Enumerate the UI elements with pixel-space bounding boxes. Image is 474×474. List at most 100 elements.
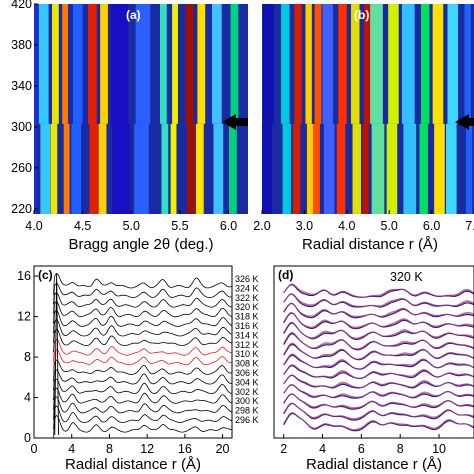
heatmap-band	[110, 4, 129, 124]
y-tick-label: 8	[24, 350, 31, 364]
heatmap-band	[87, 4, 97, 124]
x-tick-label: 6.0	[220, 219, 237, 233]
fit-curve	[283, 353, 474, 370]
y-tick-label: 0	[24, 431, 31, 445]
temperature-label: 296 K	[235, 415, 259, 425]
heatmap-band	[338, 4, 347, 124]
temperature-label: 306 K	[235, 368, 259, 378]
fit-curve	[283, 342, 474, 360]
panel-c-x-ticks: 0 4 8 12 16 20	[31, 434, 230, 456]
heatmap-band	[294, 4, 302, 124]
x-tick-label: 7.0	[465, 219, 474, 233]
heatmap-band	[465, 123, 473, 214]
pdf-curve	[52, 301, 232, 324]
heatmap-band	[72, 4, 83, 124]
panel-d-label: (d)	[278, 268, 293, 282]
x-tick-label: 5.0	[123, 219, 140, 233]
heatmap-band	[313, 123, 320, 214]
heatmap-band	[464, 4, 471, 124]
panel-d: (d) 320 K 2 4 6 8 10 Radial distance r (Å)	[273, 265, 474, 473]
x-tick-label: 4.0	[25, 219, 42, 233]
x-tick-label: 2	[280, 442, 287, 456]
pdf-curve	[52, 338, 232, 362]
heatmap-band	[112, 123, 130, 214]
fit-curve	[283, 364, 474, 379]
heatmap-band	[305, 4, 312, 124]
heatmap-band	[34, 4, 39, 124]
temperature-label: 298 K	[235, 406, 259, 416]
panel-b-x-ticks: 2.0 3.0 4.0 5.0 6.0 7.0	[253, 210, 474, 233]
heatmap-band	[447, 4, 459, 124]
temperature-label: 322 K	[235, 293, 259, 303]
heatmap-band	[230, 4, 239, 124]
heatmap-band	[89, 123, 99, 214]
heatmap-band	[352, 123, 362, 214]
temperature-label: 308 K	[235, 359, 259, 369]
heatmap-band	[419, 123, 428, 214]
pdf-curve	[52, 369, 232, 391]
panel-b-arrow-icon	[455, 114, 474, 130]
heatmap-band	[195, 123, 204, 214]
heatmap-band	[212, 4, 222, 124]
heatmap-band	[51, 4, 59, 124]
y-tick-label: 420	[11, 0, 32, 11]
y-tick-label: 300	[11, 120, 32, 134]
heatmap-band	[292, 123, 301, 214]
pdf-curve	[52, 309, 232, 333]
panel-a-label: (a)	[126, 8, 141, 22]
x-tick-label: 2.0	[253, 219, 270, 233]
y-tick-label: 4	[24, 391, 31, 405]
heatmap-band	[197, 4, 206, 124]
fit-curve	[283, 283, 474, 298]
heatmap-band	[63, 123, 70, 214]
temperature-label: 324 K	[235, 283, 259, 293]
panel-a-x-ticks: 4.0 4.5 5.0 5.5 6.0	[25, 210, 237, 233]
heatmap-band	[71, 123, 82, 214]
fit-curve	[283, 402, 474, 419]
heatmap-band	[362, 123, 369, 214]
heatmap-band	[306, 123, 314, 214]
heatmap-band	[322, 4, 334, 124]
panel-b-x-label: Radial distance r (Å)	[302, 236, 438, 253]
fit-curve	[283, 412, 474, 430]
y-tick-label: 220	[11, 202, 32, 216]
x-tick-label: 6.0	[423, 219, 440, 233]
x-tick-label: 0	[31, 442, 38, 456]
x-tick-label: 6	[358, 442, 365, 456]
heatmap-band	[403, 123, 417, 214]
panel-c-curves	[52, 273, 232, 438]
heatmap-band	[159, 4, 167, 124]
heatmap-band	[161, 123, 169, 214]
temperature-label: 326 K	[235, 274, 259, 284]
x-tick-label: 20	[216, 442, 230, 456]
heatmap-band	[38, 4, 49, 124]
heatmap-band	[370, 4, 383, 124]
heatmap-band	[351, 4, 360, 124]
pdf-curve	[52, 349, 232, 372]
temperature-label: 320 K	[235, 302, 259, 312]
pdf-curve	[52, 273, 232, 295]
panel-a: (a) 220 260 300 340 380 420 4.0 4.5 5.0 5.5 6.0 B…	[11, 0, 248, 253]
pdf-curve	[52, 405, 232, 429]
heatmap-band	[371, 123, 385, 214]
panel-a-heatmap	[34, 4, 239, 214]
panel-a-y-ticks: 220 260 300 340 380 420	[11, 0, 38, 216]
panel-d-x-label: Radial distance r (Å)	[306, 456, 442, 473]
panel-d-curves	[283, 283, 474, 432]
fit-curve	[283, 374, 474, 388]
x-tick-label: 3.0	[296, 219, 313, 233]
heatmap-band	[62, 4, 69, 124]
panel-a-arrow-icon	[222, 114, 248, 130]
panel-b-heatmap	[262, 4, 473, 214]
pdf-curve	[52, 396, 232, 420]
heatmap-band	[170, 123, 177, 214]
pdf-curve	[52, 282, 232, 304]
x-tick-label: 4	[68, 442, 75, 456]
y-tick-label: 12	[17, 310, 31, 324]
heatmap-band	[434, 123, 445, 214]
heatmap-band	[228, 123, 237, 214]
heatmap-band	[388, 4, 399, 124]
